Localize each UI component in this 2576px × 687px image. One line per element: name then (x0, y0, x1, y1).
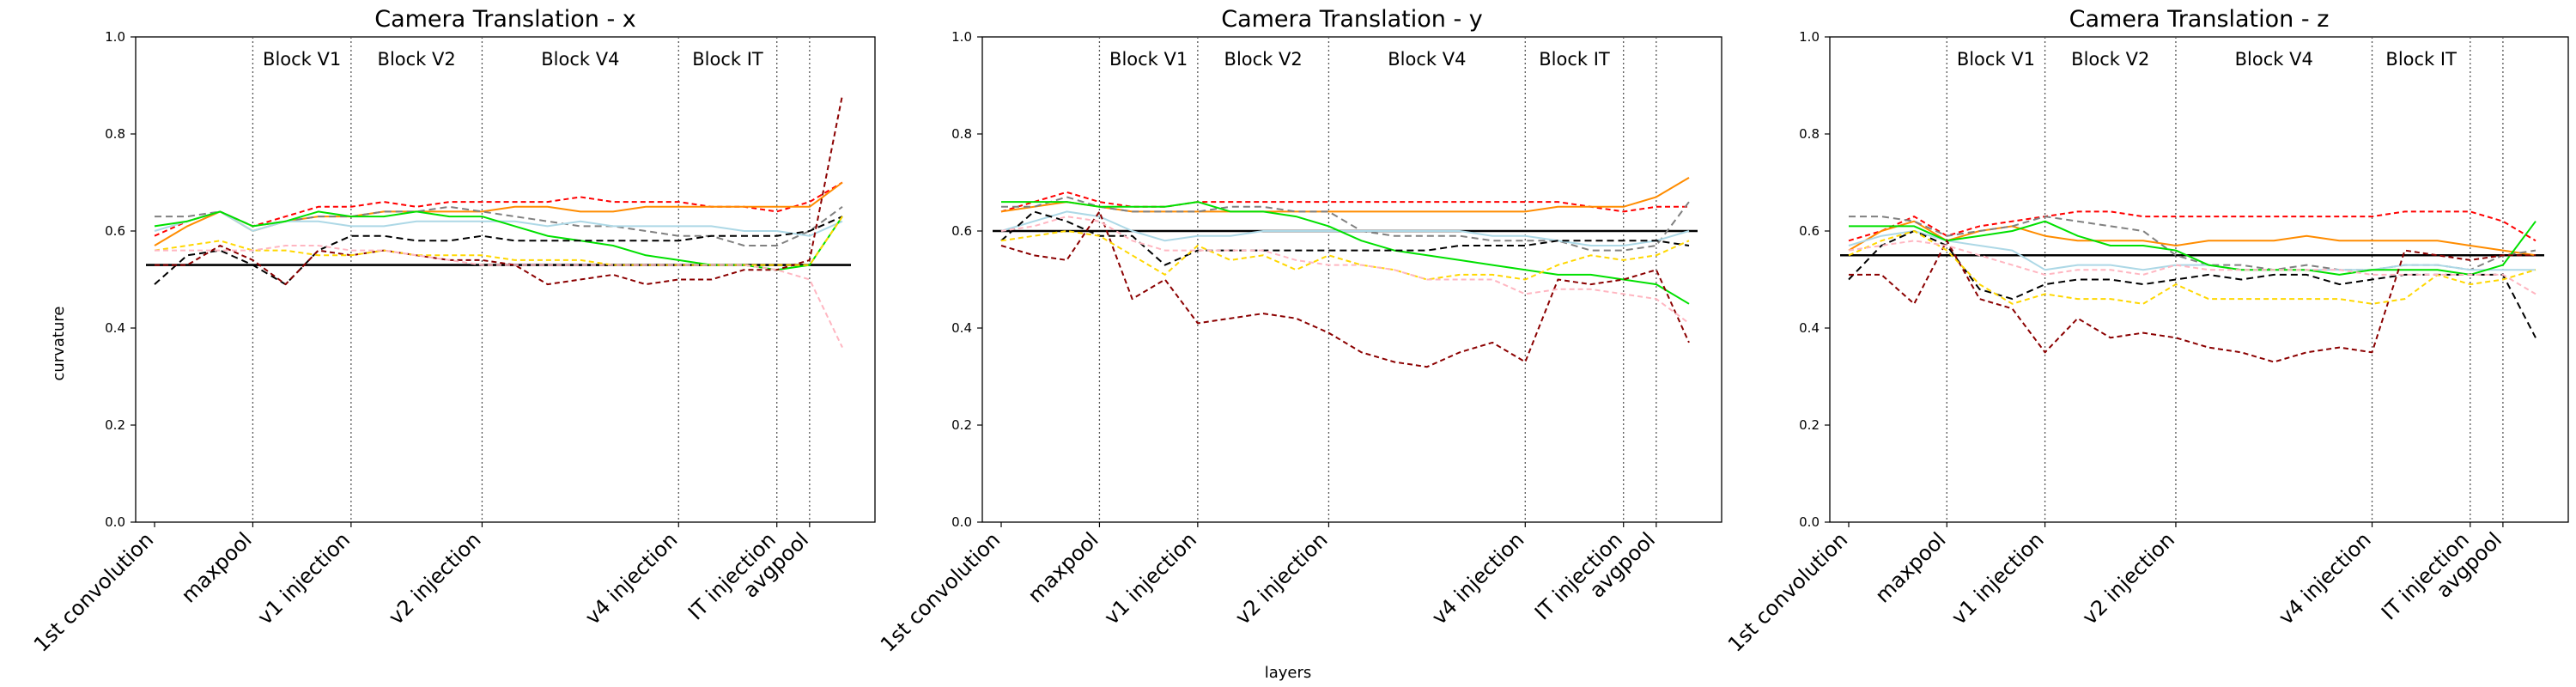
y-tick-label: 0.2 (105, 417, 125, 433)
x-tick-label: maxpool (1870, 527, 1950, 607)
chart-title: Camera Translation - z (2069, 6, 2330, 33)
series-line-6 (154, 216, 843, 286)
y-tick-label: 0.4 (951, 320, 972, 336)
y-tick-label: 0.2 (1799, 417, 1820, 433)
chart-title: Camera Translation - y (1221, 6, 1483, 33)
y-tick-label: 0.4 (105, 320, 125, 336)
series-line-7 (1000, 210, 1690, 368)
x-tick-label: v2 injection (384, 527, 486, 629)
series-line-5 (1849, 220, 2537, 276)
chart-panel-2: Camera Translation - y 0.0 0.2 0.4 0.6 0.8 1.0… (876, 6, 1722, 657)
y-tick-label: 0.4 (1799, 320, 1820, 336)
x-tick-label: v2 injection (1230, 527, 1333, 629)
x-tick-label: v1 injection (1947, 527, 2049, 629)
x-tick-label: maxpool (177, 527, 257, 607)
y-tick-label: 1.0 (105, 29, 125, 45)
y-tick-label: 0.8 (1799, 126, 1820, 142)
block-label: Block V1 (1957, 49, 2035, 70)
y-tick-label: 0.0 (951, 514, 972, 530)
series-line-5 (1001, 201, 1690, 305)
x-axis-label: layers (1265, 664, 1312, 682)
series-line-1 (1000, 191, 1689, 213)
series-line-2 (1848, 220, 2537, 257)
x-tick-label: v4 injection (580, 527, 683, 629)
x-tick-label: v4 injection (1427, 527, 1529, 629)
series-line-4 (1848, 230, 2536, 271)
series-line-8 (1848, 230, 2537, 305)
block-label: Block V1 (263, 49, 341, 70)
series-line-6 (1000, 210, 1690, 266)
x-tick-label: v4 injection (2274, 527, 2376, 629)
chart-panel-3: Camera Translation - z 0.0 0.2 0.4 0.6 0.8 1.0… (1723, 6, 2569, 657)
series-line-7 (1849, 240, 2536, 363)
y-tick-label: 0.0 (1799, 514, 1820, 530)
y-tick-label: 0.8 (951, 126, 972, 142)
chart-panel-1: Camera Translation - x 0.0 0.2 0.4 0.6 0.8 1.0… (29, 6, 876, 657)
series-line-8 (154, 216, 843, 266)
x-tick-label: 1st convolution (876, 527, 1005, 656)
x-tick-label: maxpool (1024, 527, 1103, 607)
y-tick-label: 1.0 (951, 29, 972, 45)
block-label: Block V4 (2235, 49, 2313, 70)
panels: Camera Translation - x 0.0 0.2 0.4 0.6 0.8 1.0… (29, 6, 2569, 657)
block-label: Block V1 (1109, 49, 1188, 70)
block-label: Block V4 (541, 49, 619, 70)
block-label: Block IT (1539, 49, 1610, 70)
chart-title: Camera Translation - x (374, 6, 636, 33)
series-line-3 (1849, 216, 2537, 271)
y-tick-label: 0.0 (105, 514, 125, 530)
x-tick-label: v1 injection (253, 527, 355, 629)
series-line-8 (1000, 230, 1690, 281)
plot-frame (1829, 36, 2569, 523)
block-label: Block IT (2385, 49, 2457, 70)
series-line-9 (1848, 240, 2537, 295)
y-tick-label: 0.6 (105, 223, 125, 239)
series-line-9 (1000, 216, 1690, 325)
x-tick-label: v2 injection (2078, 527, 2180, 629)
y-tick-label: 1.0 (1799, 29, 1820, 45)
y-tick-label: 0.8 (105, 126, 125, 142)
plot-frame (135, 36, 876, 523)
y-axis-label: curvature (50, 307, 68, 381)
series-line-4 (1000, 210, 1690, 246)
series-line-9 (155, 245, 843, 349)
series-line-7 (155, 94, 843, 286)
plot-frame (981, 36, 1722, 523)
y-tick-label: 0.6 (1799, 223, 1820, 239)
x-tick-label: 1st convolution (29, 527, 158, 656)
y-tick-label: 0.2 (951, 417, 972, 433)
x-tick-label: v1 injection (1100, 527, 1202, 629)
block-label: Block V2 (1224, 49, 1303, 70)
block-label: Block V4 (1388, 49, 1466, 70)
block-label: Block IT (692, 49, 763, 70)
x-tick-label: 1st convolution (1723, 527, 1852, 656)
series-line-1 (1848, 210, 2537, 242)
block-label: Block V2 (378, 49, 456, 70)
series-line-3 (1001, 196, 1690, 252)
y-tick-label: 0.6 (951, 223, 972, 239)
block-label: Block V2 (2071, 49, 2149, 70)
